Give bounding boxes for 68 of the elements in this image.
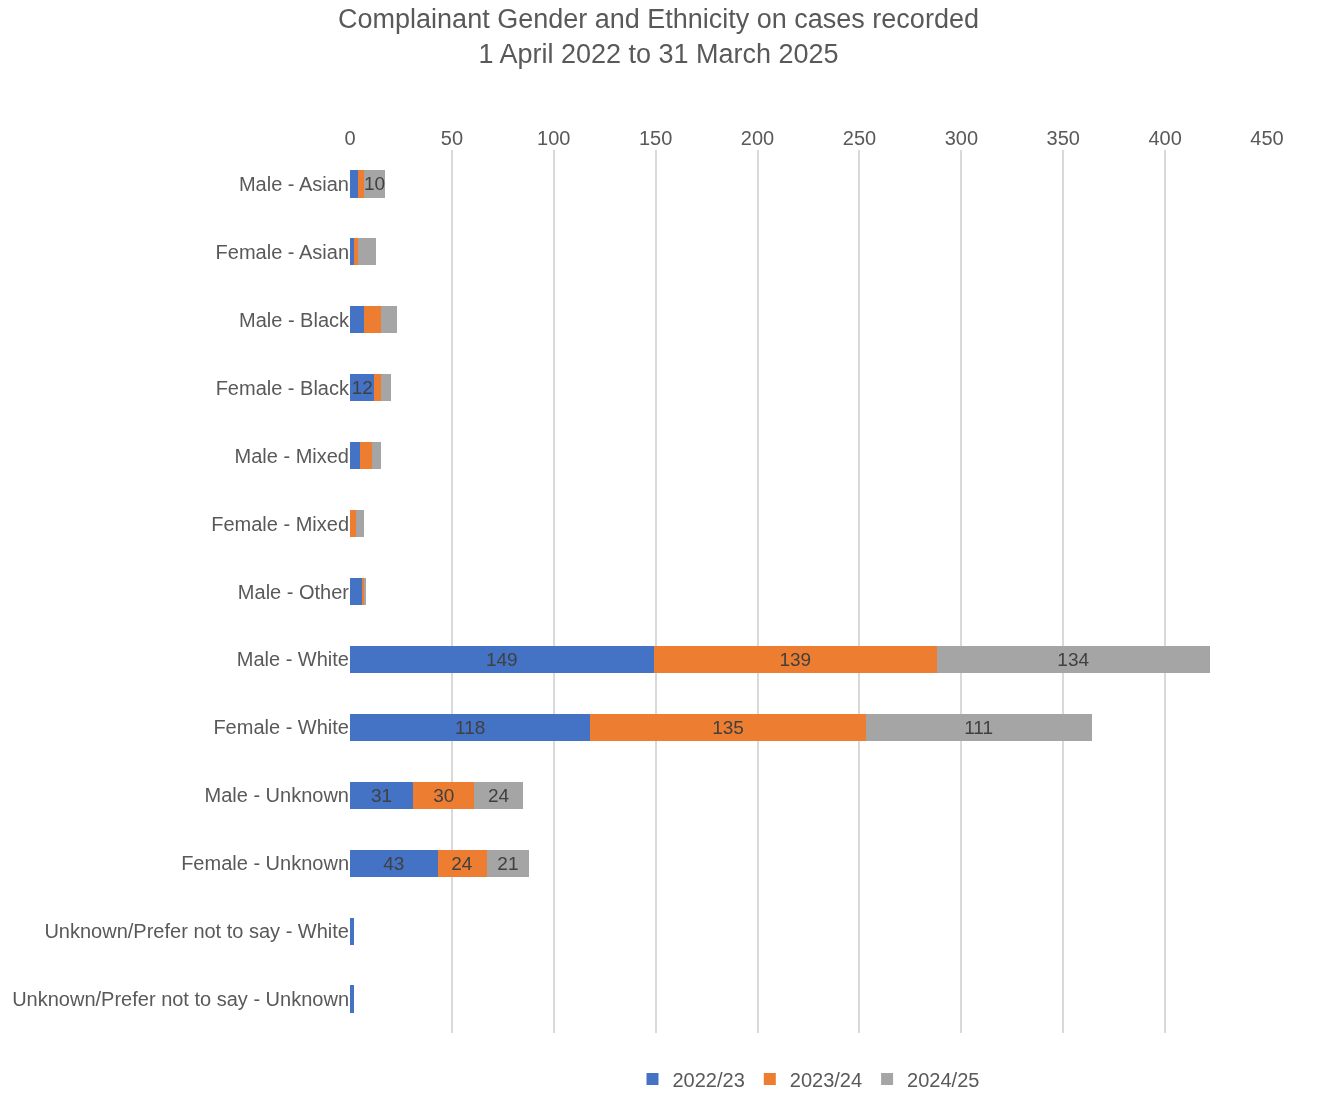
bar xyxy=(350,577,363,606)
y-tick-label: Female - Unknown xyxy=(181,852,349,875)
y-tick-label: Female - Black xyxy=(215,376,350,399)
bar xyxy=(364,306,381,334)
data-label: 30 xyxy=(433,784,455,806)
bar xyxy=(350,509,357,538)
x-tick-label: 200 xyxy=(740,127,775,149)
bar xyxy=(350,917,355,945)
x-tick-label: 350 xyxy=(1046,127,1080,149)
x-tick-label: 0 xyxy=(344,127,356,149)
bar xyxy=(653,645,937,674)
bar xyxy=(380,306,397,334)
bar xyxy=(865,713,1092,741)
legend-label: 2022/23 xyxy=(672,1068,745,1091)
data-label: 111 xyxy=(964,716,994,738)
x-tick-label: 100 xyxy=(537,127,571,149)
legend-label: 2023/24 xyxy=(789,1068,863,1091)
data-label: 21 xyxy=(497,852,519,874)
bar xyxy=(350,781,414,809)
bar xyxy=(350,170,359,198)
y-tick-label: Male - Black xyxy=(238,308,350,331)
x-tick-label: 450 xyxy=(1250,127,1284,149)
y-tick-label: Male - Mixed xyxy=(234,444,349,467)
data-label: 118 xyxy=(455,716,486,738)
y-tick-label: Male - Other xyxy=(237,580,350,603)
bar xyxy=(372,442,381,470)
bar xyxy=(350,985,355,1013)
y-tick-label: Unknown/Prefer not to say - Unknown xyxy=(12,988,349,1011)
data-label: 134 xyxy=(1057,648,1090,670)
bar xyxy=(350,442,361,470)
bar xyxy=(374,374,381,402)
bar xyxy=(360,442,373,470)
x-tick-label: 400 xyxy=(1148,127,1182,149)
chart-title: Complainant Gender and Ethnicity on cases recorded 1 April 2022 to 31 March 2025 xyxy=(338,3,979,69)
bar xyxy=(350,645,654,674)
data-label: 149 xyxy=(485,648,518,670)
bar xyxy=(350,849,438,877)
bar xyxy=(354,238,359,266)
x-tick-label: 50 xyxy=(440,127,464,149)
data-label: 12 xyxy=(351,377,373,399)
y-tick-label: Female - Asian xyxy=(215,240,349,263)
y-tick-label: Female - Mixed xyxy=(211,512,349,535)
y-tick-label: Male - Unknown xyxy=(204,784,349,807)
bar xyxy=(413,781,475,809)
x-tick-label: 250 xyxy=(842,127,877,149)
bar xyxy=(350,306,365,334)
data-label: 31 xyxy=(371,784,393,806)
legend-label: 2024/25 xyxy=(907,1068,980,1091)
bar xyxy=(358,238,377,266)
y-tick-label: Male - White xyxy=(236,648,349,671)
data-label: 139 xyxy=(779,648,812,670)
bar xyxy=(350,238,355,266)
bar xyxy=(356,509,365,538)
y-tick-label: Male - Asian xyxy=(238,172,349,195)
bar xyxy=(350,713,591,741)
data-label: 135 xyxy=(712,716,744,738)
bar xyxy=(936,645,1210,674)
data-label: 24 xyxy=(451,852,473,874)
data-label: 10 xyxy=(363,173,386,195)
data-label: 24 xyxy=(487,784,510,806)
bar xyxy=(380,374,391,402)
y-tick-label: Female - White xyxy=(213,716,349,739)
bar xyxy=(358,170,365,198)
x-tick-label: 150 xyxy=(638,127,673,149)
x-tick-label: 300 xyxy=(944,127,979,149)
y-tick-label: Unknown/Prefer not to say - White xyxy=(44,920,349,943)
data-label: 43 xyxy=(383,852,405,874)
bar xyxy=(590,713,866,741)
